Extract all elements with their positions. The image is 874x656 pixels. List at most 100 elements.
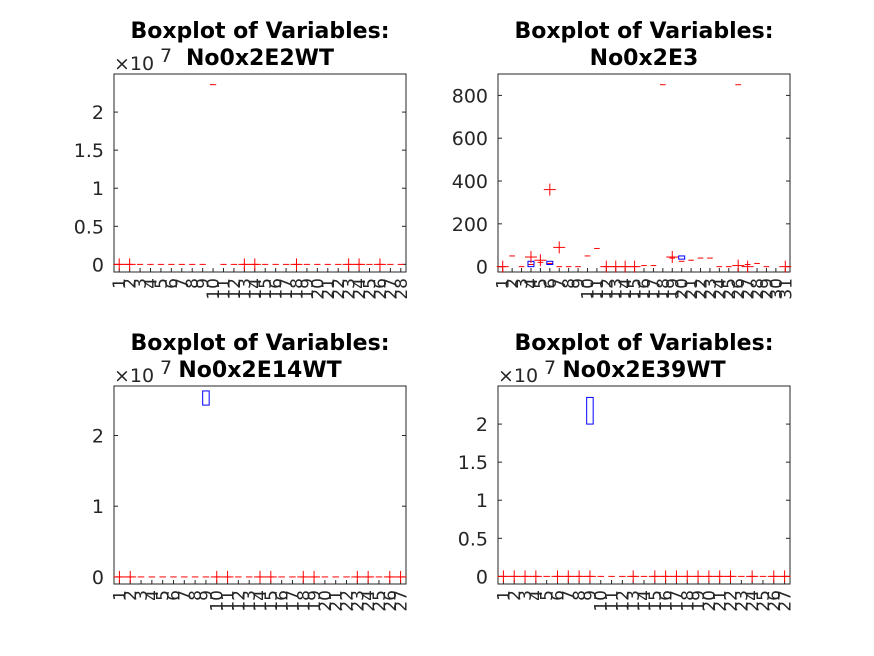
x-tick-label: 21: [711, 590, 731, 612]
x-tick-label: 4: [522, 278, 542, 289]
x-tick-label: 13: [235, 278, 255, 300]
outlier-marker: [297, 570, 310, 583]
x-tick-label: 24: [710, 278, 730, 300]
outlier-marker: [692, 570, 705, 583]
outlier-marker: [670, 570, 683, 583]
x-tick-label: 25: [754, 590, 774, 612]
x-tick-label: 20: [308, 278, 328, 300]
x-tick-label: 27: [392, 590, 412, 612]
x-tick-label: 1: [110, 590, 130, 601]
exponent-power: 7: [160, 357, 172, 379]
outlier-marker: [713, 570, 726, 583]
x-tick-label: 24: [350, 278, 370, 300]
outlier-marker: [681, 570, 694, 583]
outlier-marker: [551, 570, 564, 583]
y-tick-label: 1: [476, 490, 488, 512]
x-tick-label: 9: [581, 590, 601, 601]
y-tick-label: 2: [92, 102, 104, 124]
x-tick-label: 21: [319, 278, 339, 300]
x-tick-label: 13: [607, 278, 627, 300]
x-tick-label: 18: [654, 278, 674, 300]
outlier-marker: [543, 183, 556, 196]
exponent-label: ×10: [114, 365, 154, 387]
box: [586, 396, 594, 425]
outlier-marker: [779, 260, 792, 273]
x-tick-label: 5: [152, 278, 172, 289]
x-tick-label: 21: [327, 590, 347, 612]
x-tick-label: 3: [131, 278, 151, 289]
outlier-marker: [342, 258, 355, 271]
x-tick-label: 18: [678, 590, 698, 612]
x-tick-label: 5: [531, 278, 551, 289]
x-tick-label: 1: [110, 278, 130, 289]
chart-title-line-1: Boxplot of Variables:: [130, 331, 389, 356]
box: [202, 390, 210, 406]
y-tick-label: 800: [452, 85, 488, 107]
chart-title-line-1: Boxplot of Variables:: [514, 331, 773, 356]
x-tick-label: 14: [251, 590, 271, 612]
chart-title-line-2: No0x2E2WT: [186, 46, 334, 71]
x-tick-label: 2: [503, 278, 523, 289]
x-tick-label: 6: [541, 278, 561, 289]
x-tick-label: 6: [164, 590, 184, 601]
x-tick-label: 3: [516, 590, 536, 601]
x-tick-label: 11: [219, 590, 239, 612]
x-tick-label: 6: [162, 278, 182, 289]
outlier-marker: [732, 259, 745, 272]
x-tick-label: 22: [722, 590, 742, 612]
box: [678, 255, 686, 260]
x-tick-label: 2: [121, 278, 141, 289]
x-tick-label: 12: [225, 278, 245, 300]
chart-title-line-2: No0x2E14WT: [178, 358, 341, 383]
outlier-marker: [394, 570, 407, 583]
outlier-marker: [627, 570, 640, 583]
outlier-marker: [248, 258, 261, 271]
x-tick-label: 3: [513, 278, 533, 289]
x-tick-label: 4: [142, 278, 162, 289]
chart-panel-2: Boxplot of Variables:No0x2E3 0 200 400 600 80…: [452, 19, 797, 300]
y-tick-label: 600: [452, 128, 488, 150]
x-tick-label: 28: [748, 278, 768, 300]
box: [546, 260, 554, 266]
outlier-marker: [264, 570, 277, 583]
x-tick-label: 7: [173, 278, 193, 289]
outlier-marker: [508, 570, 521, 583]
outlier-marker: [741, 260, 754, 273]
outlier-marker: [353, 258, 366, 271]
outlier-marker: [778, 570, 791, 583]
x-tick-label: 15: [256, 278, 276, 300]
y-tick-label: 1.5: [74, 140, 104, 162]
outlier-marker: [724, 570, 737, 583]
axes-frame: [113, 73, 407, 273]
outlier-marker: [562, 570, 575, 583]
x-tick-label: 7: [550, 278, 570, 289]
x-tick-label: 26: [729, 278, 749, 300]
outlier-marker: [524, 251, 537, 264]
x-tick-label: 5: [538, 590, 558, 601]
y-tick-label: 0.5: [458, 528, 488, 550]
y-tick-label: 2: [92, 426, 104, 448]
axes-frame: [497, 385, 791, 585]
x-tick-label: 9: [569, 278, 589, 289]
y-tick-label: 1: [92, 178, 104, 200]
x-tick-label: 2: [121, 590, 141, 601]
y-tick-label: 0: [92, 254, 104, 276]
x-tick-label: 17: [644, 278, 664, 300]
x-tick-label: 25: [361, 278, 381, 300]
x-tick-label: 16: [273, 590, 293, 612]
outlier-marker: [290, 258, 303, 271]
x-tick-label: 13: [240, 590, 260, 612]
x-tick-label: 12: [597, 278, 617, 300]
x-tick-label: 26: [381, 590, 401, 612]
x-tick-label: 27: [776, 590, 796, 612]
x-tick-label: 27: [381, 278, 401, 300]
outlier-marker: [496, 260, 509, 273]
x-tick-label: 18: [294, 590, 314, 612]
x-tick-label: 3: [132, 590, 152, 601]
x-tick-label: 15: [646, 590, 666, 612]
x-tick-label: 4: [527, 590, 547, 601]
x-tick-label: 23: [348, 590, 368, 612]
outlier-marker: [583, 570, 596, 583]
y-tick-label: 0: [92, 567, 104, 589]
